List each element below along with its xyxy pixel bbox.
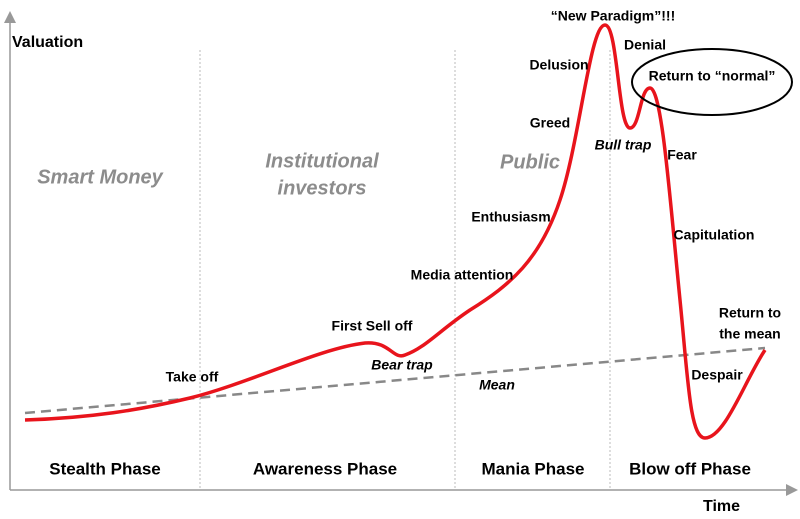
annotation: Delusion	[529, 57, 588, 73]
annotation: Denial	[624, 37, 666, 53]
phase-label: Stealth Phase	[49, 459, 161, 478]
phase-label: Mania Phase	[482, 459, 585, 478]
annotation: the mean	[719, 326, 780, 342]
annotation: Take off	[166, 369, 219, 385]
mean-line	[24, 346, 766, 415]
annotation: Mean	[479, 377, 515, 393]
group-label: Institutional	[265, 150, 379, 172]
annotation: Bear trap	[371, 357, 433, 373]
annotation: Despair	[691, 367, 743, 383]
phase-label: Awareness Phase	[253, 459, 397, 478]
phase-dividers	[199, 50, 611, 488]
y-axis-label: Valuation	[12, 34, 83, 51]
group-label: investors	[278, 177, 367, 199]
phase-label: Blow off Phase	[629, 459, 751, 478]
annotation: Greed	[530, 115, 570, 131]
group-label: Smart Money	[37, 166, 163, 188]
x-axis-label: Time	[703, 498, 740, 515]
annotation: Media attention	[411, 267, 514, 283]
annotation: “New Paradigm”!!!	[551, 8, 675, 24]
annotation: Return to “normal”	[649, 68, 776, 84]
annotation: Enthusiasm	[471, 209, 550, 225]
annotation: Fear	[667, 147, 697, 163]
annotation: Capitulation	[674, 227, 755, 243]
annotation: Bull trap	[595, 137, 652, 153]
valuation-curve	[24, 23, 767, 440]
highlight-ellipse	[631, 48, 793, 116]
group-label: Public	[500, 151, 560, 173]
annotation: Return to	[719, 305, 781, 321]
annotation: First Sell off	[332, 318, 413, 334]
